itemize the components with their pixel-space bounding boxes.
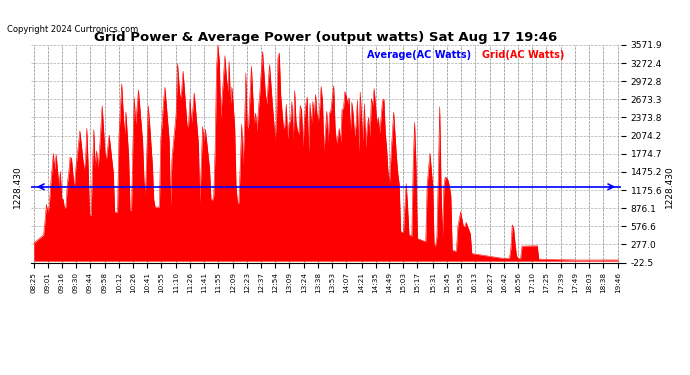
Text: 1228.430: 1228.430: [665, 165, 674, 208]
Text: Grid(AC Watts): Grid(AC Watts): [482, 51, 564, 60]
Text: Average(AC Watts): Average(AC Watts): [367, 51, 471, 60]
Title: Grid Power & Average Power (output watts) Sat Aug 17 19:46: Grid Power & Average Power (output watts…: [95, 31, 558, 44]
Text: 1228.430: 1228.430: [13, 165, 22, 208]
Text: Copyright 2024 Curtronics.com: Copyright 2024 Curtronics.com: [7, 25, 138, 34]
